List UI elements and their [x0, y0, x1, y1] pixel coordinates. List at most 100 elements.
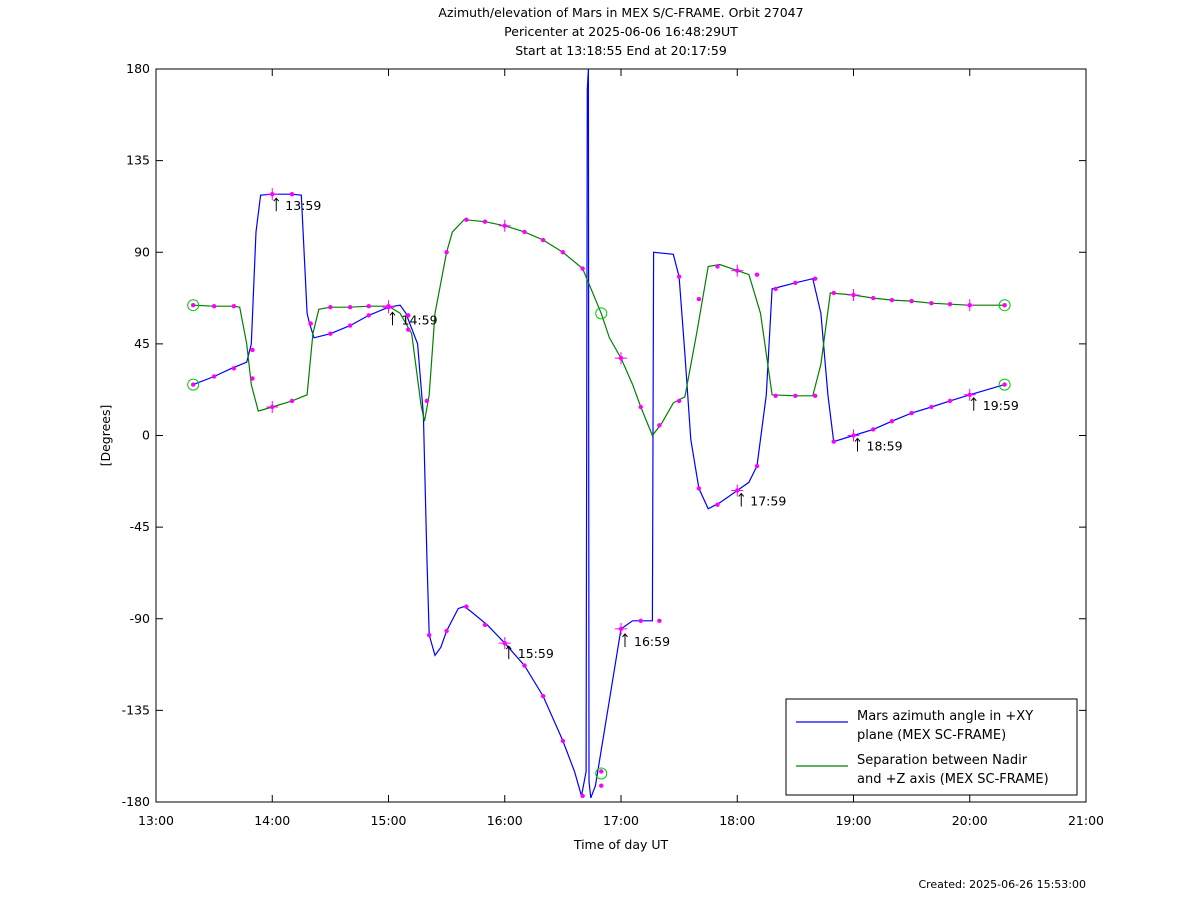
data-point-marker [406, 327, 411, 332]
annotation-label: 14:59 [402, 312, 438, 327]
data-point-marker [289, 192, 295, 197]
endpoint-circle-marker [595, 767, 608, 780]
data-point-marker [366, 313, 371, 318]
y-tick-label: 90 [134, 244, 150, 259]
hour-cross-marker [731, 264, 744, 277]
data-point-marker [426, 632, 432, 638]
data-point-marker [676, 274, 682, 279]
data-point-marker [580, 266, 585, 271]
legend-entry-text: plane (MEX SC-FRAME) [857, 728, 1006, 743]
data-point-marker [638, 618, 643, 623]
data-point-marker [328, 305, 333, 310]
data-point-marker [812, 276, 818, 281]
hour-cross-marker [498, 637, 511, 650]
annotation-layer: 13:59 14:59 15:59 16:59 17:59 18:59 19:59 [273, 197, 1019, 661]
annotation-arrow [389, 311, 396, 326]
x-axis: 13:00 14:00 15:00 16:00 17:00 18:00 19:00 20:00… [138, 69, 1104, 828]
data-point-marker [191, 382, 196, 387]
legend: Mars azimuth angle in +XY plane (MEX SC-F… [785, 698, 1078, 796]
data-point-marker [657, 618, 662, 623]
endpoint-circle-marker [595, 307, 608, 320]
hour-cross-marker [615, 622, 627, 635]
legend-box [785, 698, 1078, 796]
x-tick-label: 19:00 [835, 813, 871, 828]
data-point-marker [211, 374, 217, 379]
x-axis-label: Time of day UT [573, 837, 669, 852]
y-tick-label: -180 [122, 794, 150, 809]
data-point-marker [754, 463, 760, 469]
data-point-marker [929, 300, 934, 306]
legend-entry-text: Mars azimuth angle in +XY [857, 709, 1033, 724]
y-tick-label: 0 [142, 428, 150, 443]
data-point-marker [889, 297, 895, 303]
data-point-marker [211, 304, 217, 309]
data-point-marker [599, 769, 604, 774]
data-point-marker [812, 393, 818, 398]
x-tick-label: 21:00 [1068, 813, 1104, 828]
series-layer [192, 69, 1005, 799]
annotation-label: 16:59 [634, 634, 670, 649]
data-point-marker [444, 250, 449, 255]
hour-cross-marker [382, 301, 395, 314]
annotation-label: 15:59 [518, 646, 554, 661]
chart-title-line: Azimuth/elevation of Mars in MEX S/C-FRA… [438, 5, 803, 20]
y-tick-label: 45 [134, 336, 150, 351]
data-point-marker [657, 423, 662, 428]
data-point-marker [871, 427, 876, 432]
data-point-marker [676, 398, 682, 404]
annotation-arrow [970, 396, 977, 411]
data-point-marker [444, 628, 449, 634]
data-point-marker [522, 229, 527, 235]
data-point-marker [191, 302, 196, 308]
data-point-marker [909, 410, 914, 416]
annotation-label: 17:59 [750, 493, 786, 508]
plot-area-frame [155, 68, 1087, 803]
annotation-label: 19:59 [983, 398, 1019, 413]
data-point-marker [909, 298, 914, 304]
hour-cross-marker [615, 352, 627, 365]
data-point-marker [754, 272, 760, 277]
data-point-marker [793, 393, 798, 398]
y-tick-label: -135 [122, 702, 150, 717]
y-tick-label: -45 [130, 519, 150, 534]
annotation-arrow [505, 645, 512, 660]
data-point-marker [947, 301, 953, 307]
data-point-marker [929, 404, 934, 410]
data-point-marker [347, 305, 353, 310]
data-point-marker [1002, 302, 1007, 308]
data-point-marker [366, 304, 371, 309]
data-point-marker [599, 783, 604, 788]
endpoint-circle-marker [998, 378, 1011, 391]
x-tick-label: 20:00 [952, 813, 988, 828]
data-point-marker [289, 398, 295, 404]
y-tick-label: -90 [130, 611, 150, 626]
hour-cross-marker [963, 299, 976, 312]
hour-cross-marker [847, 289, 860, 302]
data-point-marker [308, 321, 313, 326]
data-point-marker [831, 439, 836, 444]
data-point-marker [871, 295, 876, 301]
data-point-marker [1002, 382, 1007, 387]
data-point-marker [231, 304, 237, 309]
legend-entry-text: Separation between Nadir [857, 753, 1028, 768]
data-point-marker [328, 331, 333, 336]
y-tick-label: 135 [126, 153, 150, 168]
x-tick-label: 17:00 [603, 813, 639, 828]
data-point-marker [793, 280, 798, 285]
y-tick-label: 180 [126, 61, 150, 76]
data-point-marker [406, 313, 411, 318]
x-tick-label: 14:00 [254, 813, 290, 828]
data-point-marker [831, 290, 836, 296]
data-point-marker [464, 604, 469, 609]
data-point-marker [696, 486, 702, 491]
data-point-marker [231, 366, 237, 371]
data-point-marker [540, 693, 546, 699]
annotation-label: 18:59 [867, 439, 903, 454]
data-point-marker [715, 502, 720, 507]
data-point-marker [464, 217, 469, 222]
hour-cross-marker [731, 484, 744, 497]
chart-title: Azimuth/elevation of Mars in MEX S/C-FRA… [438, 5, 803, 58]
azimuth-series-line [192, 69, 1005, 799]
annotation-label: 13:59 [285, 198, 321, 213]
hour-cross-marker [266, 400, 279, 413]
